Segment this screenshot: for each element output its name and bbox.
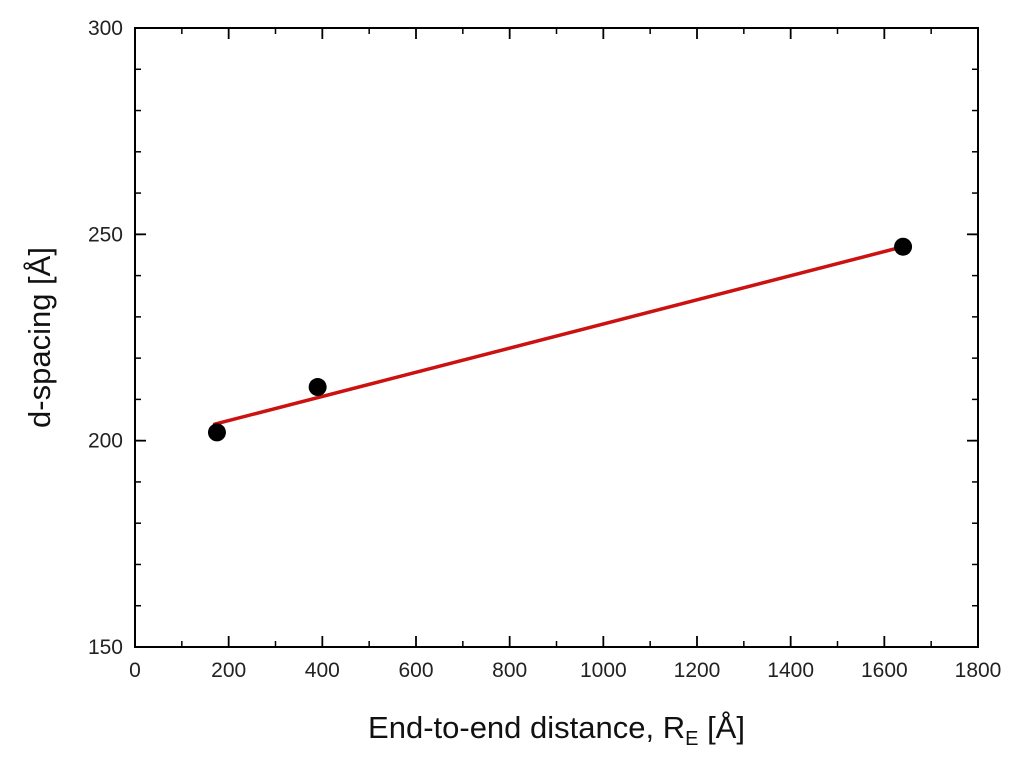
x-tick-label: 1800 xyxy=(955,659,1002,682)
y-tick-label: 250 xyxy=(88,223,123,246)
x-axis-title-main: End-to-end distance, R xyxy=(368,710,685,745)
data-point xyxy=(308,378,327,397)
x-tick-label: 1600 xyxy=(861,659,908,682)
y-tick-label: 150 xyxy=(88,636,123,659)
x-axis-title-unit: [Å] xyxy=(698,710,745,745)
x-tick-label: 800 xyxy=(492,659,527,682)
x-axis-title: End-to-end distance, RE [Å] xyxy=(368,710,745,750)
y-tick-label: 300 xyxy=(88,17,123,40)
minor-ticks xyxy=(135,27,978,648)
data-point xyxy=(207,423,226,442)
x-tick-labels: 0 200 400 600 800 1000 1200 1400 1600 1800 xyxy=(129,659,1001,682)
x-tick-label: 1000 xyxy=(580,659,627,682)
x-tick-label: 600 xyxy=(398,659,433,682)
fit-line xyxy=(212,244,905,426)
x-tick-label: 0 xyxy=(129,659,141,682)
x-tick-label: 200 xyxy=(211,659,246,682)
y-tick-labels: 150 200 250 300 xyxy=(88,17,123,659)
x-axis-title-subscript: E xyxy=(685,728,698,750)
x-tick-label: 1200 xyxy=(674,659,721,682)
x-tick-label: 400 xyxy=(305,659,340,682)
major-ticks xyxy=(134,27,979,648)
y-tick-label: 200 xyxy=(88,430,123,453)
series-layer xyxy=(207,237,913,442)
data-point xyxy=(894,237,913,256)
x-tick-label: 1400 xyxy=(767,659,814,682)
y-axis-title: d-spacing [Å] xyxy=(22,247,57,428)
